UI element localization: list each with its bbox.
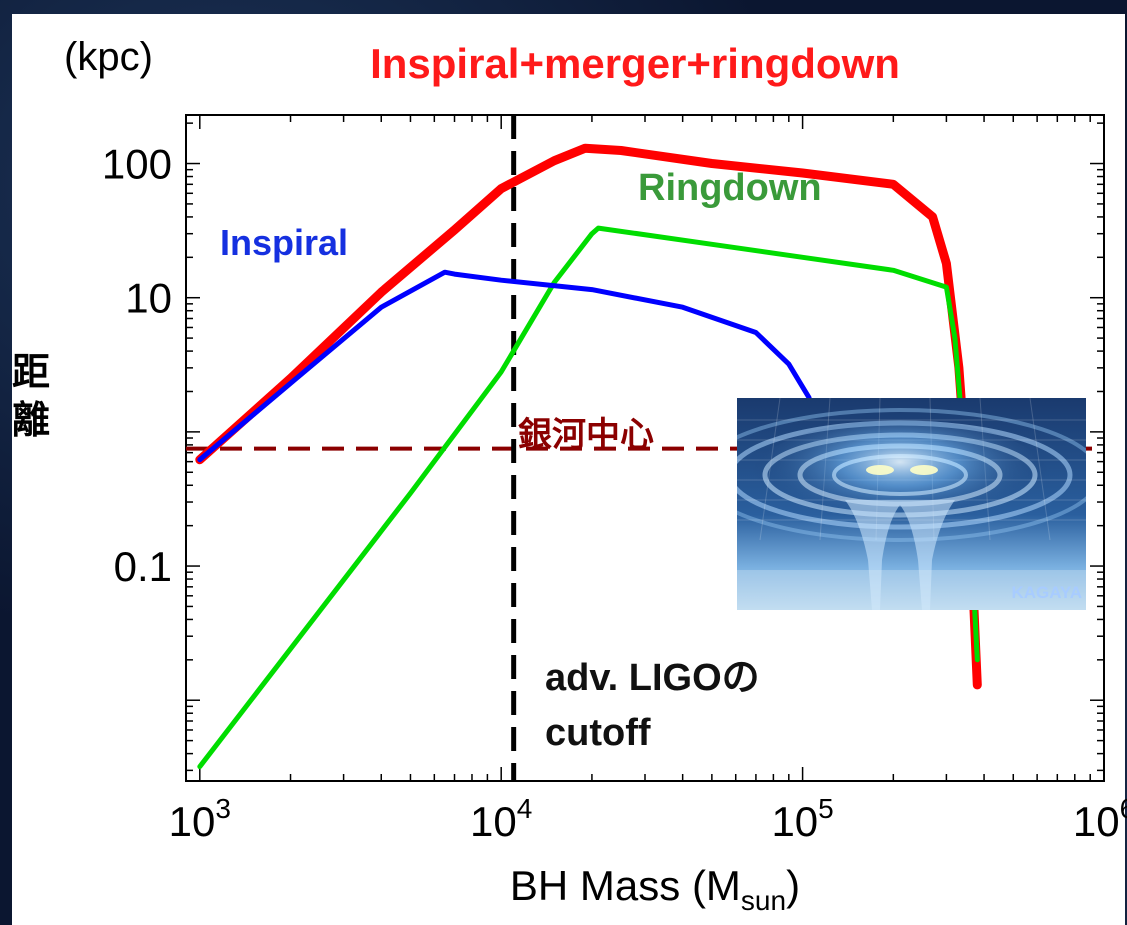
ligo-cutoff-label-line1: adv. LIGOの — [545, 657, 760, 699]
galactic-center-label: 銀河中心 — [518, 416, 654, 454]
y-axis-label: 距 離 — [12, 352, 61, 442]
y-tick-label: 10 — [125, 275, 172, 322]
ligo-cutoff-label-line2: cutoff — [545, 712, 651, 754]
ringdown-label: Ringdown — [638, 167, 822, 209]
chart-title: Inspiral+merger+ringdown — [370, 40, 900, 87]
image-credit: KAGAYA — [1011, 583, 1082, 602]
y-tick-labels: 100 10 0.1 — [102, 141, 172, 591]
y-axis-unit: (kpc) — [64, 35, 153, 79]
x-axis-label: BH Mass (Msun) — [510, 862, 800, 916]
gravitational-wave-illustration — [700, 398, 1100, 610]
x-tick-labels: 103 104 105 106 — [169, 793, 1127, 845]
y-tick-label: 0.1 — [114, 543, 172, 590]
x-tick-label: 103 — [169, 793, 231, 845]
x-tick-label: 105 — [771, 793, 833, 845]
x-tick-label: 106 — [1073, 793, 1127, 845]
inspiral-label: Inspiral — [220, 222, 348, 263]
x-tick-label: 104 — [470, 793, 532, 845]
y-tick-label: 100 — [102, 141, 172, 188]
